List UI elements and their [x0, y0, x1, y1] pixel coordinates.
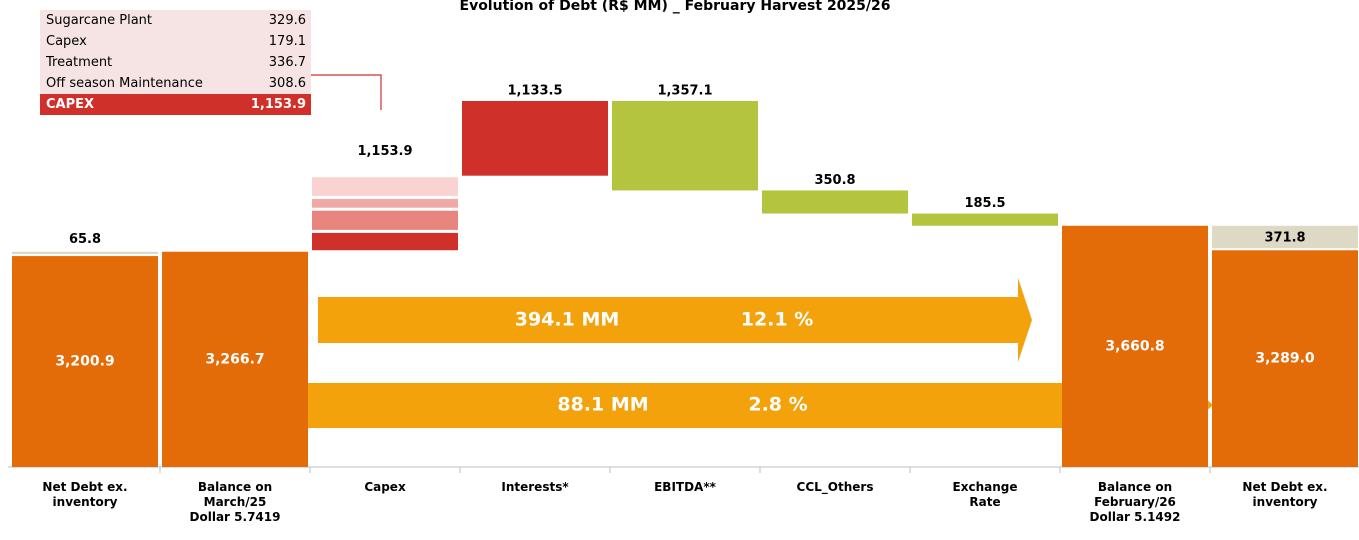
x-tick-label: Capex [364, 480, 406, 494]
bar [612, 101, 758, 191]
chart-title: Evolution of Debt (R$ MM) _ February Har… [460, 0, 891, 14]
capex-segment [312, 210, 458, 230]
table-name: Off season Maintenance [46, 76, 203, 91]
arrows [172, 278, 1213, 448]
x-tick-label: CCL_Others [796, 480, 874, 494]
value-label: 350.8 [814, 173, 855, 188]
value-label: 1,133.5 [507, 84, 562, 99]
capex-segment [312, 232, 458, 251]
x-tick-label: Balance on February/26 Dollar 5.1492 [1089, 480, 1181, 524]
table-name: Treatment [45, 55, 112, 70]
capex-segment [312, 198, 458, 208]
value-label: 3,289.0 [1255, 351, 1315, 367]
x-tick-label: Exchange Rate [952, 480, 1018, 509]
value-label: 1,357.1 [657, 84, 712, 99]
table-name: Capex [46, 34, 87, 49]
x-tick-label: Net Debt ex. inventory [42, 480, 128, 509]
table-total-value: 1,153.9 [251, 97, 306, 112]
table-value: 336.7 [269, 55, 306, 70]
x-tick-label: EBITDA** [654, 480, 716, 494]
value-label: 1,153.9 [357, 144, 412, 159]
cap-bar [12, 251, 158, 255]
x-tick-label: Interests* [501, 480, 569, 494]
cap-label: 65.8 [69, 232, 101, 247]
bar [12, 256, 158, 467]
cap-bar [1212, 225, 1358, 249]
x-tick-label: Balance on March/25 Dollar 5.7419 [189, 480, 281, 524]
annotation-amount: 394.1 MM [515, 309, 620, 331]
value-label: 3,200.9 [55, 354, 114, 370]
x-tick-label: Net Debt ex. inventory [1242, 480, 1328, 509]
bar [1062, 225, 1208, 467]
annotation-percent: 2.8 % [748, 394, 807, 416]
value-label: 3,266.7 [205, 351, 264, 367]
arrow [172, 362, 1213, 448]
connector [311, 74, 382, 110]
annotation-percent: 12.1 % [741, 309, 814, 331]
cap-label: 371.8 [1264, 231, 1305, 246]
table-total-name: CAPEX [46, 97, 94, 112]
breakdown-total-row [40, 94, 311, 115]
breakdown-table [40, 10, 311, 94]
value-label: 3,660.8 [1105, 338, 1164, 354]
value-label: 185.5 [964, 196, 1005, 211]
bar [762, 190, 908, 214]
bar [912, 213, 1058, 226]
bar [462, 101, 608, 176]
table-value: 308.6 [269, 76, 306, 91]
capex-segment [312, 177, 458, 196]
bar [1212, 250, 1358, 467]
table-value: 179.1 [269, 34, 306, 49]
bar [162, 251, 308, 467]
table-value: 329.6 [269, 13, 306, 28]
arrow [318, 278, 1032, 362]
table-name: Sugarcane Plant [46, 13, 152, 28]
annotation-amount: 88.1 MM [557, 394, 648, 416]
